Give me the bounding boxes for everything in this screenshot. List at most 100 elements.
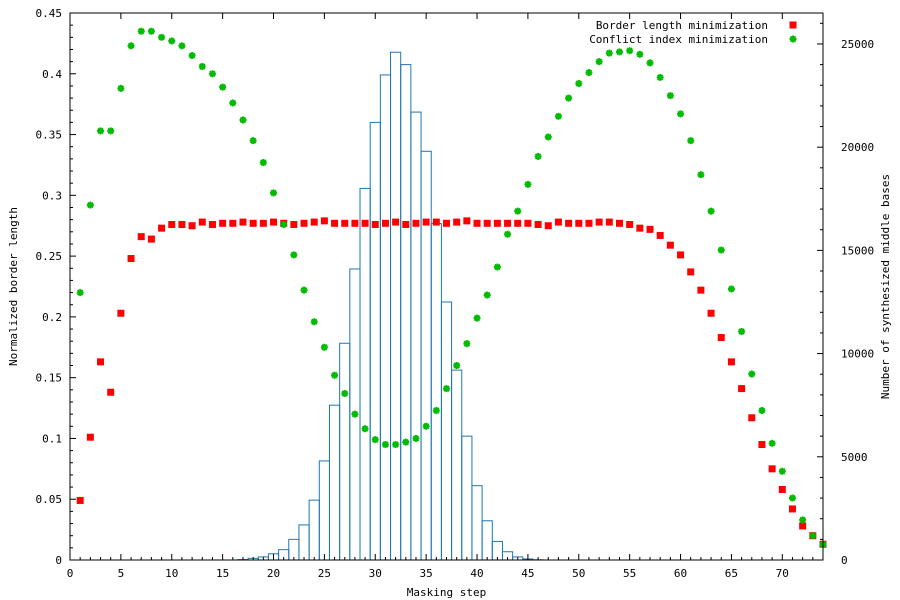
conflict-index-point <box>208 70 216 78</box>
border-length-point <box>402 221 410 229</box>
y2-tick-label: 20000 <box>841 141 874 154</box>
y-tick-label: 0.25 <box>36 250 63 263</box>
plot-frame <box>69 12 824 561</box>
x-tick-label: 70 <box>776 567 789 580</box>
conflict-index-point <box>697 171 705 179</box>
ticks-layer: 0 5 10 15 20 25 30 35 40 45 50 55 60 65 70 0 0.05 0.1 0.15… <box>36 7 875 580</box>
border-length-point <box>158 224 166 232</box>
border-length-point <box>381 219 389 227</box>
border-length-point <box>371 221 379 229</box>
border-length-point <box>636 224 644 232</box>
x-tick-label: 65 <box>725 567 738 580</box>
conflict-index-point <box>412 434 420 442</box>
conflict-index-point <box>534 152 542 160</box>
border-length-point <box>687 268 695 276</box>
legend: Border length minimization Conflict inde… <box>589 19 797 46</box>
conflict-index-point <box>443 385 450 393</box>
border-length-point <box>412 219 420 227</box>
conflict-index-point <box>758 406 766 414</box>
y-tick-label: 0.15 <box>36 372 63 385</box>
conflict-index-point <box>351 410 359 418</box>
x-tick-label: 25 <box>318 567 331 580</box>
border-length-point <box>188 222 196 230</box>
border-length-point <box>331 219 339 227</box>
conflict-index-point <box>778 467 786 475</box>
border-length-point <box>656 231 664 239</box>
conflict-index-point <box>158 33 166 41</box>
x-tick-label: 5 <box>118 567 125 580</box>
conflict-index-point <box>463 340 471 348</box>
conflict-index-point <box>198 62 206 70</box>
border-length-point <box>697 286 705 294</box>
x-tick-label: 40 <box>470 567 483 580</box>
x-tick-label: 60 <box>674 567 687 580</box>
histogram-bar <box>359 187 371 561</box>
conflict-index-point <box>280 221 288 229</box>
y2-tick-label: 5000 <box>841 451 868 464</box>
histogram-bar <box>308 499 320 561</box>
y2-tick-label: 0 <box>841 554 848 567</box>
conflict-index-point <box>432 406 440 414</box>
conflict-index-point <box>605 49 613 57</box>
x-tick-label: 10 <box>165 567 178 580</box>
border-length-point <box>259 219 267 227</box>
conflict-index-point <box>748 370 756 378</box>
border-length-point <box>544 222 552 230</box>
conflict-index-point <box>147 27 155 35</box>
conflict-index-point <box>86 201 94 209</box>
y-tick-label: 0 <box>55 554 62 567</box>
border-length-point <box>758 441 766 449</box>
border-length-point <box>677 251 685 259</box>
border-length-point <box>585 219 593 227</box>
histogram-bar <box>400 64 412 561</box>
conflict-index-point <box>727 285 735 293</box>
border-length-point <box>443 219 450 227</box>
border-length-point <box>727 358 735 366</box>
border-length-point <box>778 485 786 493</box>
conflict-index-point <box>381 441 389 449</box>
conflict-index-point <box>219 83 227 91</box>
histogram-bar <box>461 435 473 561</box>
histogram-bar <box>318 460 330 561</box>
histogram-bar <box>430 223 442 561</box>
y2-axis-label: Number of synthesized middle bases <box>879 174 892 399</box>
border-length-point <box>249 219 257 227</box>
conflict-index-point <box>799 516 807 524</box>
y2-tick-label: 10000 <box>841 348 874 361</box>
x-tick-label: 50 <box>572 567 585 580</box>
x-tick-label: 55 <box>623 567 636 580</box>
border-length-point <box>137 233 145 241</box>
conflict-index-point <box>188 52 196 60</box>
conflict-index-point <box>259 159 267 167</box>
conflict-index-point <box>422 422 430 430</box>
x-tick-label: 0 <box>67 567 74 580</box>
border-length-point <box>626 221 634 229</box>
conflict-index-point <box>656 73 664 81</box>
border-length-point <box>788 505 796 513</box>
border-length-point <box>361 219 369 227</box>
border-length-point <box>768 465 776 473</box>
border-length-point <box>504 219 512 227</box>
conflict-index-point <box>524 180 532 188</box>
border-length-point <box>605 218 613 226</box>
y-tick-label: 0.35 <box>36 129 63 142</box>
border-length-point <box>707 309 715 317</box>
histogram-layer <box>237 51 544 561</box>
conflict-index-point <box>392 441 400 449</box>
border-length-point <box>127 255 135 263</box>
conflict-index-point <box>402 438 410 446</box>
conflict-index-point <box>371 436 379 444</box>
conflict-index-point <box>677 110 685 118</box>
border-length-point <box>473 219 481 227</box>
border-length-point <box>208 221 216 229</box>
conflict-index-point <box>178 42 186 50</box>
border-length-point <box>493 219 501 227</box>
conflict-index-point <box>493 263 501 271</box>
border-length-point <box>738 385 746 393</box>
conflict-index-point <box>636 50 644 58</box>
border-length-point <box>392 218 400 226</box>
conflict-index-point <box>585 69 593 77</box>
legend-star-marker <box>789 35 797 43</box>
conflict-index-point <box>127 42 135 50</box>
